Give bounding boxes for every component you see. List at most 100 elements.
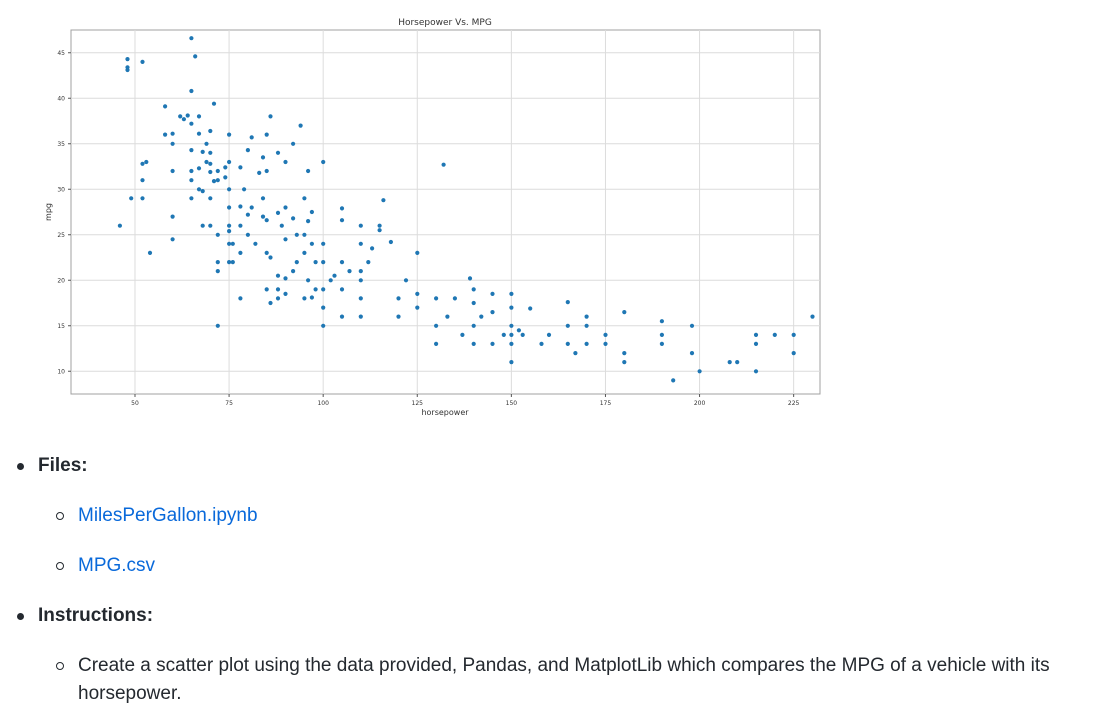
y-tick-label: 35 [57,141,65,148]
files-list: MilesPerGallon.ipynb MPG.csv [38,502,1117,580]
data-point [204,141,209,146]
data-point [227,260,232,265]
data-point [196,131,202,136]
data-point [264,168,269,174]
data-point [238,223,243,228]
data-point [467,276,473,281]
data-point [306,219,311,224]
data-point [520,332,525,337]
data-point [659,319,665,324]
data-point [147,250,153,255]
data-point [490,310,495,315]
files-section: Files: MilesPerGallon.ipynb MPG.csv [0,452,1117,580]
data-point [321,323,326,328]
data-point [275,210,281,215]
data-point [302,296,307,301]
data-point [509,360,514,365]
x-tick-label: 50 [131,400,139,407]
data-point [208,196,213,201]
data-point [189,88,194,94]
data-point [309,209,314,215]
data-point [283,291,288,296]
data-point [238,204,243,209]
y-tick-label: 10 [57,368,65,375]
data-point [257,170,262,175]
readme-content: Files: MilesPerGallon.ipynb MPG.csv Inst… [0,444,1117,708]
data-point [208,128,213,134]
data-point [196,187,202,192]
x-tick-label: 100 [317,400,329,407]
data-point [170,131,175,136]
data-point [434,323,439,328]
data-point [471,300,476,306]
data-point [275,150,281,155]
data-point [309,295,314,300]
data-point [275,296,281,301]
bullet-disc-icon [17,613,24,620]
instructions-list: Create a scatter plot using the data pro… [38,652,1117,708]
data-point [189,196,194,201]
data-point [403,278,409,283]
data-point [193,54,198,59]
data-point [659,332,665,337]
data-point [230,260,235,265]
data-point [622,351,627,356]
data-point [125,67,130,73]
list-item: MPG.csv [38,552,1117,580]
data-point [516,328,522,333]
data-point [298,123,303,128]
data-point [283,276,288,281]
x-tick-label: 200 [694,400,706,407]
data-point [509,332,514,337]
y-tick-label: 25 [57,232,65,239]
data-point [490,291,495,296]
data-point [697,369,702,374]
data-point [528,306,533,311]
data-point [753,332,759,337]
data-point [125,57,130,62]
file-link-csv[interactable]: MPG.csv [78,555,156,576]
data-point [339,218,345,223]
data-point [603,341,608,346]
file-link-notebook[interactable]: MilesPerGallon.ipynb [78,505,258,526]
data-point [238,250,243,255]
x-tick-label: 150 [506,400,518,407]
data-point [735,360,740,365]
data-point [358,269,363,274]
bullet-circle-icon [56,562,64,570]
data-point [163,132,168,137]
data-point [294,232,299,237]
data-point [396,296,401,301]
data-point [689,323,695,328]
data-point [810,314,815,319]
data-point [565,341,570,346]
data-point [415,250,420,255]
data-point [328,278,333,283]
data-point [490,341,495,346]
data-point [249,135,254,140]
data-points [117,36,815,383]
y-tick-label: 20 [57,277,65,284]
data-point [189,178,194,183]
data-point [291,216,296,221]
data-point [200,149,205,154]
data-point [339,206,345,211]
grid-lines [71,30,820,394]
data-point [260,214,266,219]
data-point [227,223,232,228]
data-point [471,323,476,328]
data-point [565,300,570,305]
plot-area [70,29,821,395]
data-point [185,113,190,118]
data-point [501,332,506,337]
data-point [189,36,194,41]
data-point [283,205,288,210]
data-point [260,196,266,201]
data-point [659,341,665,346]
data-point [471,287,476,292]
data-point [358,223,363,228]
data-point [204,159,209,165]
y-tick-label: 40 [57,95,65,102]
data-point [377,223,382,228]
